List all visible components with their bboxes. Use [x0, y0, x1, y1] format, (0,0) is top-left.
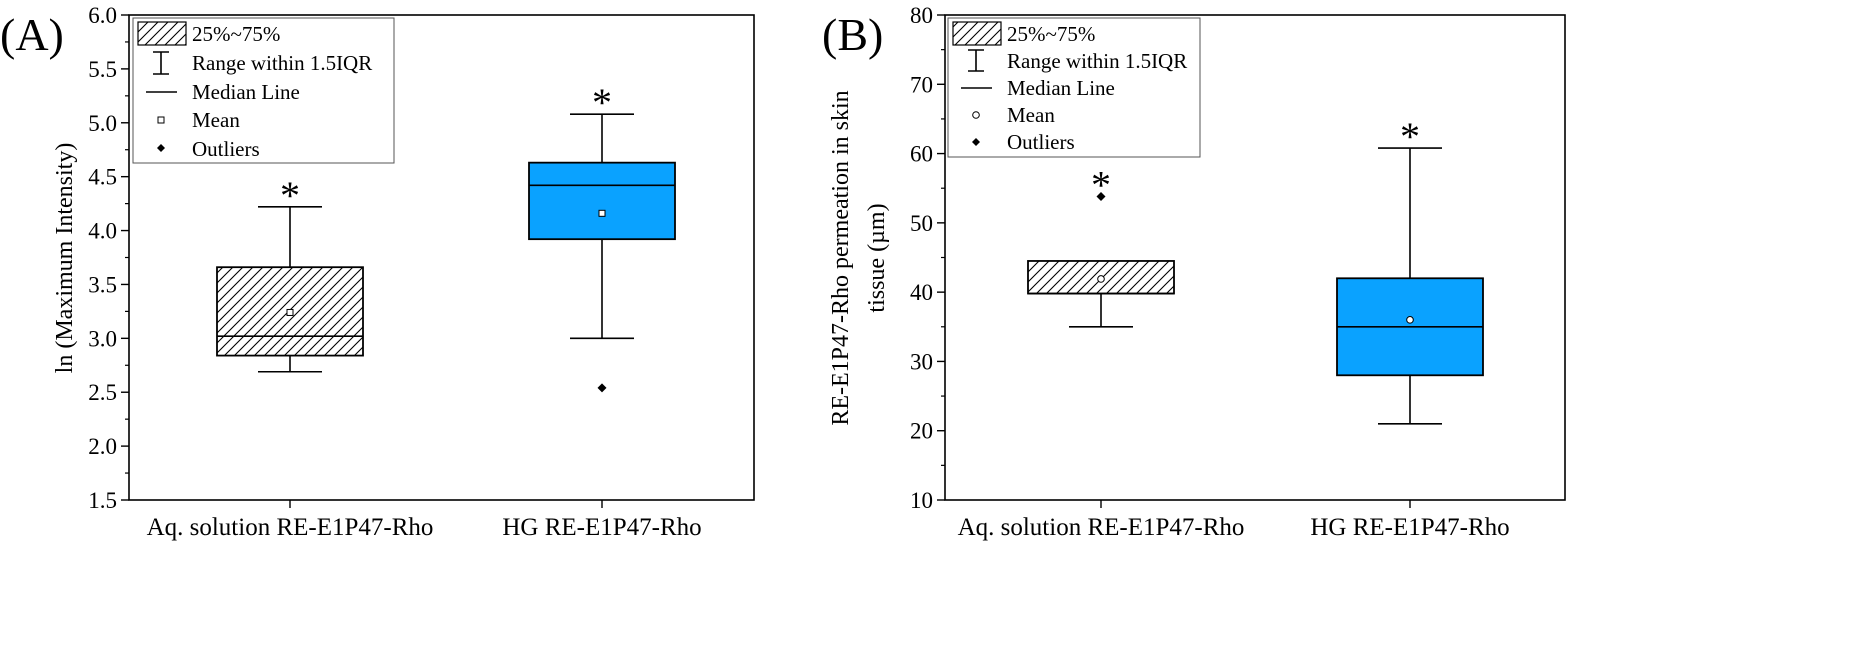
panel-b-significance-star: * — [1400, 114, 1420, 159]
panel-b-mean-marker — [1406, 316, 1414, 324]
panel-a-legend-box-symbol — [137, 21, 187, 46]
panel-b-mean-marker — [1097, 275, 1105, 283]
panel-a-ytick-label: 1.5 — [88, 488, 117, 513]
panel-a-xticks: Aq. solution RE-E1P47-Rho HG RE-E1P47-Rh… — [147, 500, 702, 541]
panel-b-ytick-label: 30 — [910, 349, 933, 374]
panel-b-ytick-label: 80 — [910, 3, 933, 28]
panel-b-outlier-marker — [1096, 192, 1106, 202]
panel-a-ytick-label: 3.0 — [88, 326, 117, 351]
panel-b: (B) RE-E1P47-Rho permeation in skin tiss… — [822, 3, 1566, 541]
panel-a-xtick-label-aq: Aq. solution RE-E1P47-Rho — [147, 514, 434, 541]
panel-a-legend-outlier-symbol — [157, 144, 165, 152]
panel-a-ytick-label: 5.5 — [88, 57, 117, 82]
panel-b-legend-median-label: Median Line — [1007, 76, 1115, 100]
panel-b-ytick-label: 60 — [910, 142, 933, 167]
panel-a-legend-whisker-label: Range within 1.5IQR — [192, 51, 372, 75]
panel-a-xtick-label-hg: HG RE-E1P47-Rho — [502, 514, 701, 541]
panel-b-ytick-label: 70 — [910, 72, 933, 97]
panel-a-box — [528, 161, 676, 241]
panel-b-ylabel: RE-E1P47-Rho permeation in skin tissue (… — [828, 90, 890, 425]
panel-b-yticks: 10 20 30 40 50 60 70 80 — [910, 3, 945, 513]
panel-b-ytick-label: 20 — [910, 419, 933, 444]
panel-b-legend-mean-symbol — [972, 111, 980, 119]
panel-a-ytick-label: 2.5 — [88, 380, 117, 405]
panel-a: (A) ln (Maximum Intensity) 1.5 2.0 2.5 3.0 3… — [0, 3, 755, 541]
panel-a-significance-star: * — [280, 173, 300, 218]
panel-a-ytick-label: 3.5 — [88, 272, 117, 297]
panel-a-mean-marker — [286, 308, 294, 316]
panel-a-ytick-label: 4.0 — [88, 219, 117, 244]
panel-a-ytick-label: 5.0 — [88, 111, 117, 136]
panel-a-boxes: ** — [216, 80, 676, 393]
panel-a-box-group-1: * — [216, 173, 364, 373]
panel-b-legend-box-label: 25%~75% — [1007, 22, 1095, 46]
panel-b-boxes: ** — [1027, 114, 1484, 425]
panel-b-ytick-label: 50 — [910, 211, 933, 236]
panel-a-legend-box-label: 25%~75% — [192, 22, 280, 46]
panel-a-mean-marker — [598, 209, 606, 217]
panel-a-box-group-2: * — [528, 80, 676, 393]
panel-a-legend-outlier-label: Outliers — [192, 137, 260, 161]
panel-b-label: (B) — [822, 9, 883, 60]
panel-b-ylabel-line2: tissue (µm) — [864, 203, 890, 312]
panel-b-box-group-2: * — [1336, 114, 1484, 425]
panel-b-ytick-label: 40 — [910, 280, 933, 305]
panel-b-legend-box-symbol — [952, 21, 1002, 46]
panel-a-legend-mean-symbol — [157, 116, 165, 124]
panel-b-legend-whisker-label: Range within 1.5IQR — [1007, 49, 1187, 73]
panel-b-significance-star: * — [1091, 163, 1111, 208]
panel-b-plot-frame — [944, 14, 1566, 501]
panel-b-ylabel-line1: RE-E1P47-Rho permeation in skin — [828, 90, 854, 425]
panel-b-xtick-label-aq: Aq. solution RE-E1P47-Rho — [958, 514, 1245, 541]
panel-b-box-group-1: * — [1027, 163, 1175, 328]
panel-b-legend-mean-label: Mean — [1007, 103, 1055, 127]
panel-b-xticks: Aq. solution RE-E1P47-Rho HG RE-E1P47-Rh… — [958, 500, 1510, 541]
panel-b-ytick-label: 10 — [910, 488, 933, 513]
panel-b-legend-outlier-symbol — [972, 138, 980, 146]
panel-b-legend: 25%~75% Range within 1.5IQR Median Line … — [947, 17, 1201, 158]
panel-a-ylabel: ln (Maximum Intensity) — [52, 143, 78, 374]
panel-a-legend-mean-label: Mean — [192, 108, 240, 132]
panel-a-outlier-marker — [597, 383, 607, 393]
panel-a-plot-frame — [128, 14, 755, 501]
panel-a-legend: 25%~75% Range within 1.5IQR Median Line … — [132, 17, 395, 164]
panel-a-significance-star: * — [592, 80, 612, 125]
panel-a-legend-median-label: Median Line — [192, 80, 300, 104]
panel-b-legend-whisker-symbol — [968, 49, 984, 72]
panel-a-yticks: 1.5 2.0 2.5 3.0 3.5 4.0 4.5 5.0 5.5 6.0 — [88, 3, 129, 513]
panel-a-ytick-label: 4.5 — [88, 165, 117, 190]
panel-a-legend-whisker-symbol — [153, 51, 169, 75]
panel-a-label: (A) — [0, 9, 64, 60]
panel-a-ytick-label: 6.0 — [88, 3, 117, 28]
panel-b-legend-outlier-label: Outliers — [1007, 130, 1075, 154]
panel-a-ytick-label: 2.0 — [88, 434, 117, 459]
panel-b-xtick-label-hg: HG RE-E1P47-Rho — [1310, 514, 1509, 541]
